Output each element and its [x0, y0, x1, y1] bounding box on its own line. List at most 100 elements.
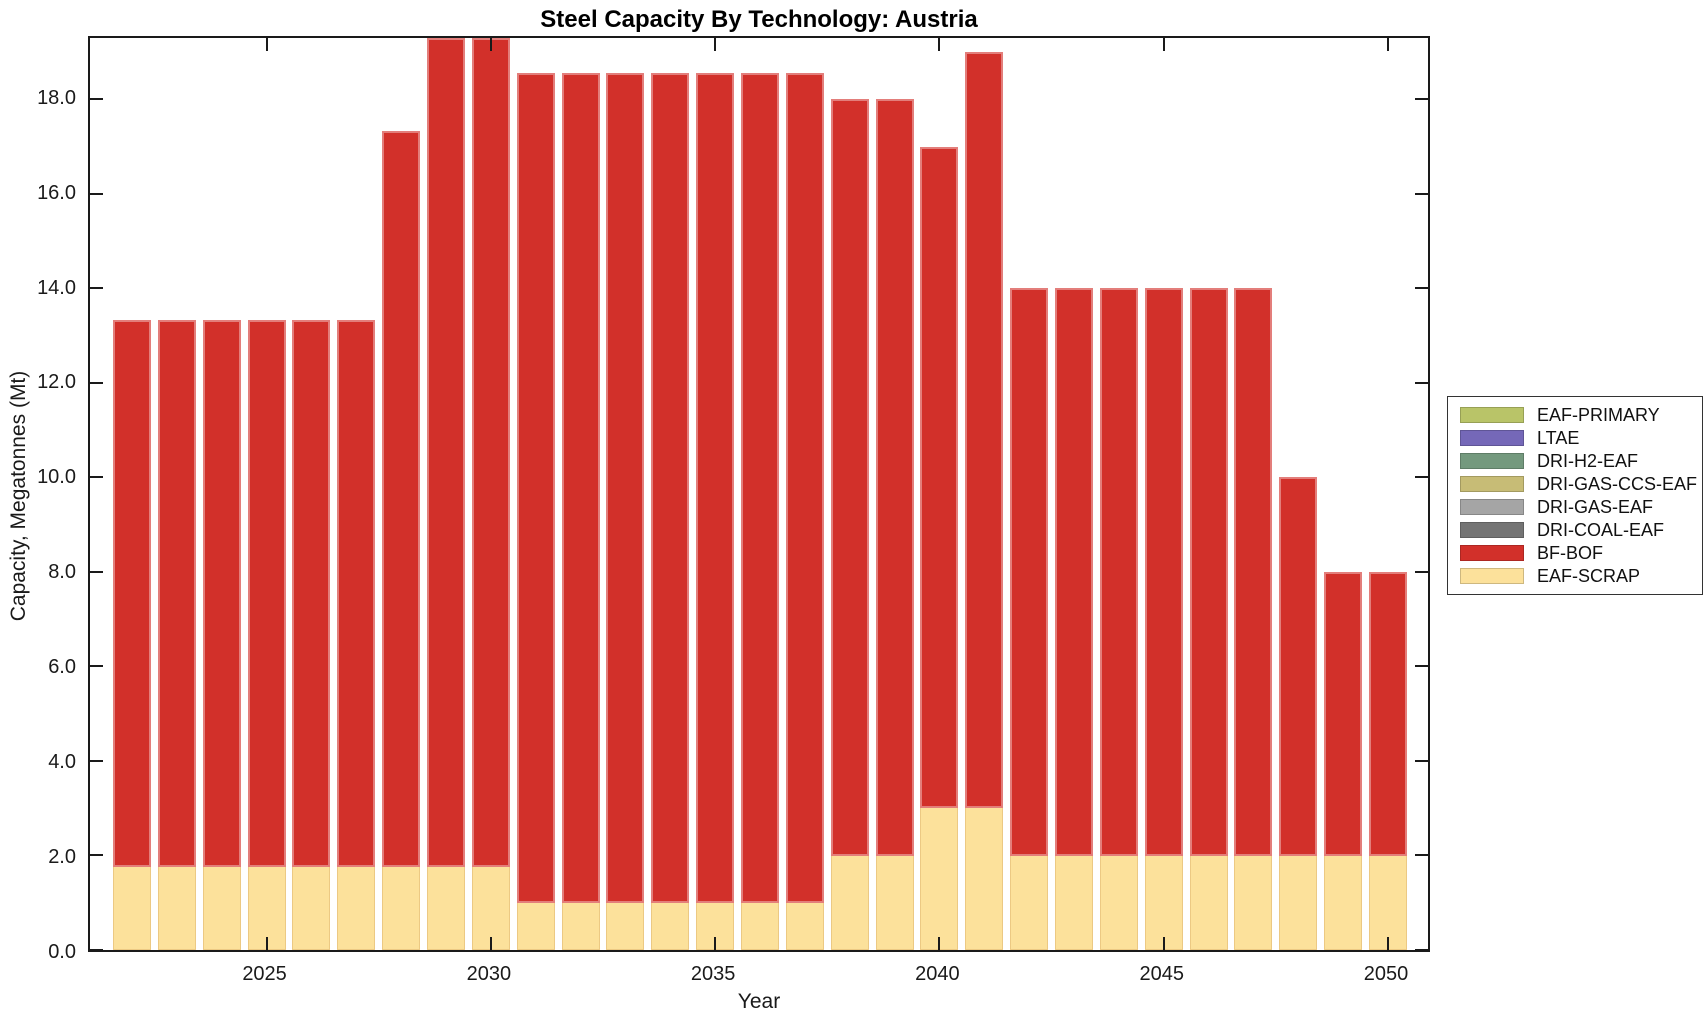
x-tick-label-2025: 2025 [242, 963, 287, 985]
bar-2032 [561, 38, 600, 950]
bar-segment-eaf-scrap-2041 [965, 808, 1004, 950]
bar-segment-eaf-scrap-2027 [337, 867, 376, 950]
bar-segment-eaf-scrap-2047 [1234, 855, 1273, 950]
x-axis-label: Year [737, 990, 781, 1013]
y-tick-left-8 [90, 570, 103, 573]
bar-2031 [516, 38, 555, 950]
bar-2035 [696, 38, 735, 950]
bar-2029 [426, 38, 465, 950]
bar-segment-eaf-scrap-2040 [920, 808, 959, 950]
legend-item-dri-gas-eaf: DRI-GAS-EAF [1460, 497, 1690, 517]
bar-segment-bf-bof-2041 [965, 52, 1004, 809]
bar-segment-eaf-scrap-2036 [740, 902, 779, 950]
bar-segment-bf-bof-2032 [561, 73, 600, 903]
bar-segment-eaf-scrap-2032 [561, 902, 600, 950]
bar-segment-eaf-scrap-2042 [1010, 855, 1049, 950]
bar-2037 [785, 38, 824, 950]
legend-box: EAF-PRIMARY LTAE DRI-H2-EAF DRI-GAS-CCS-EAF… [1447, 396, 1703, 595]
y-tick-right-0 [1415, 949, 1428, 951]
bar-2040 [920, 38, 959, 950]
legend-swatch-bf-bof [1460, 545, 1524, 561]
bar-segment-bf-bof-2035 [696, 73, 735, 903]
bar-segment-bf-bof-2028 [382, 131, 421, 868]
bar-2022 [113, 38, 151, 950]
y-tick-label-10.0: 10.0 [37, 466, 76, 489]
bar-2034 [651, 38, 690, 950]
legend-swatch-dri-gas-ccs-eaf [1460, 476, 1524, 492]
bar-2023 [157, 38, 196, 950]
bar-segment-bf-bof-2046 [1189, 288, 1228, 856]
bar-segment-eaf-scrap-2028 [382, 867, 421, 950]
x-tick-label-2035: 2035 [690, 963, 736, 985]
bar-2046 [1189, 38, 1228, 950]
y-tick-left-18 [90, 98, 103, 101]
bar-2047 [1234, 38, 1273, 950]
bar-2043 [1054, 38, 1093, 950]
bar-segment-eaf-scrap-2026 [292, 867, 331, 950]
x-tick-bottom-2030 [489, 937, 492, 950]
bar-2038 [830, 38, 869, 950]
y-tick-right-6 [1415, 665, 1428, 668]
bar-segment-bf-bof-2036 [740, 73, 779, 903]
bar-segment-bf-bof-2045 [1144, 288, 1183, 856]
bar-segment-eaf-scrap-2046 [1189, 855, 1228, 950]
bar-segment-bf-bof-2022 [113, 320, 151, 868]
bar-segment-bf-bof-2038 [830, 99, 869, 856]
legend-item-dri-gas-ccs-eaf: DRI-GAS-CCS-EAF [1460, 475, 1697, 493]
bar-segment-eaf-scrap-2034 [651, 902, 690, 950]
bar-segment-eaf-scrap-2045 [1144, 855, 1183, 950]
x-tick-label-2050: 2050 [1363, 963, 1409, 985]
bar-segment-bf-bof-2039 [875, 99, 914, 856]
bar-2033 [606, 38, 645, 950]
y-tick-right-12 [1415, 381, 1428, 384]
bar-segment-bf-bof-2023 [157, 320, 196, 868]
legend-label-ltae: LTAE [1537, 428, 1580, 448]
bar-2050 [1368, 38, 1407, 950]
bar-2048 [1279, 38, 1318, 950]
y-tick-left-6 [90, 665, 103, 668]
legend-label-dri-gas-ccs-eaf: DRI-GAS-CCS-EAF [1537, 474, 1698, 494]
bar-segment-eaf-scrap-2044 [1099, 855, 1138, 950]
y-tick-label-18.0: 18.0 [37, 86, 76, 109]
bar-segment-eaf-scrap-2043 [1054, 855, 1093, 950]
y-tick-right-4 [1415, 759, 1428, 762]
legend-label-eaf-scrap: EAF-SCRAP [1537, 566, 1641, 586]
y-tick-right-14 [1415, 287, 1428, 290]
bar-2024 [202, 38, 241, 950]
y-tick-label-2.0: 2.0 [48, 846, 76, 869]
bar-2026 [292, 38, 331, 950]
legend-item-dri-coal-eaf: DRI-COAL-EAF [1460, 520, 1690, 540]
legend-swatch-eaf-primary [1460, 407, 1524, 423]
bar-segment-bf-bof-2049 [1324, 571, 1363, 856]
x-tick-bottom-2025 [265, 937, 268, 950]
bar-2044 [1099, 38, 1138, 950]
y-tick-label-14.0: 14.0 [37, 276, 76, 299]
legend-item-ltae: LTAE [1460, 428, 1690, 448]
bar-2049 [1324, 38, 1363, 950]
x-tick-bottom-2050 [1386, 937, 1389, 950]
y-tick-label-4.0: 4.0 [48, 751, 76, 774]
legend-label-dri-gas-eaf: DRI-GAS-EAF [1537, 497, 1654, 517]
legend-swatch-eaf-scrap [1460, 568, 1524, 584]
legend-item-bf-bof: BF-BOF [1460, 543, 1690, 563]
bar-2028 [382, 38, 421, 950]
x-tick-top-2045 [1162, 38, 1165, 51]
y-tick-label-12.0: 12.0 [37, 371, 76, 394]
legend-label-dri-coal-eaf: DRI-COAL-EAF [1537, 520, 1665, 540]
bar-segment-eaf-scrap-2037 [785, 902, 824, 950]
bar-2039 [875, 38, 914, 950]
x-tick-bottom-2040 [938, 937, 941, 950]
legend-item-eaf-primary: EAF-PRIMARY [1460, 405, 1690, 425]
legend-label-eaf-primary: EAF-PRIMARY [1537, 405, 1660, 425]
bar-segment-bf-bof-2034 [651, 73, 690, 903]
bar-segment-eaf-scrap-2038 [830, 855, 869, 950]
y-tick-right-2 [1415, 854, 1428, 857]
bar-2027 [337, 38, 376, 950]
bar-segment-bf-bof-2042 [1010, 288, 1049, 856]
legend-label-bf-bof: BF-BOF [1537, 543, 1603, 563]
bar-segment-eaf-scrap-2025 [247, 867, 286, 950]
bar-segment-bf-bof-2025 [247, 320, 286, 868]
y-tick-left-4 [90, 759, 103, 762]
y-tick-right-16 [1415, 192, 1428, 195]
bar-segment-bf-bof-2037 [785, 73, 824, 903]
